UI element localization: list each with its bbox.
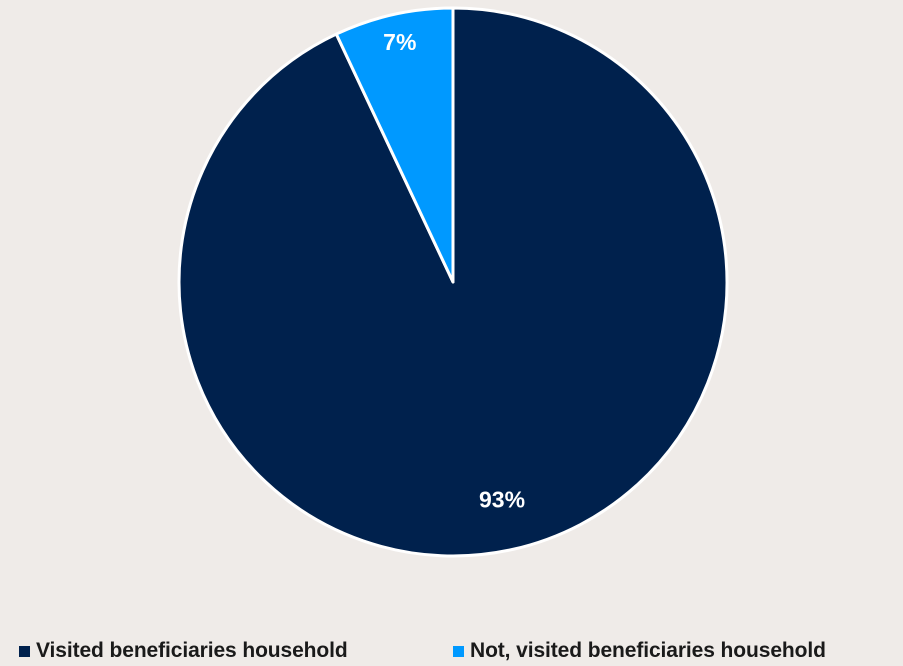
legend-item-visited: Visited beneficiaries household (19, 636, 348, 666)
legend-item-not-visited: Not, visited beneficiaries household (453, 636, 826, 666)
legend-swatch-not-visited (453, 645, 464, 657)
legend: Visited beneficiaries household Not, vis… (0, 636, 903, 666)
pie-slices (177, 6, 729, 558)
legend-label-not-visited: Not, visited beneficiaries household (470, 639, 826, 662)
legend-label-visited: Visited beneficiaries household (36, 639, 348, 662)
data-label-visited: 93% (479, 486, 525, 512)
legend-swatch-visited (19, 645, 30, 657)
pie-slice-not-visited (334, 6, 455, 284)
pie-data-labels: 93% 7% (383, 29, 525, 512)
data-label-not-visited: 7% (383, 29, 416, 55)
